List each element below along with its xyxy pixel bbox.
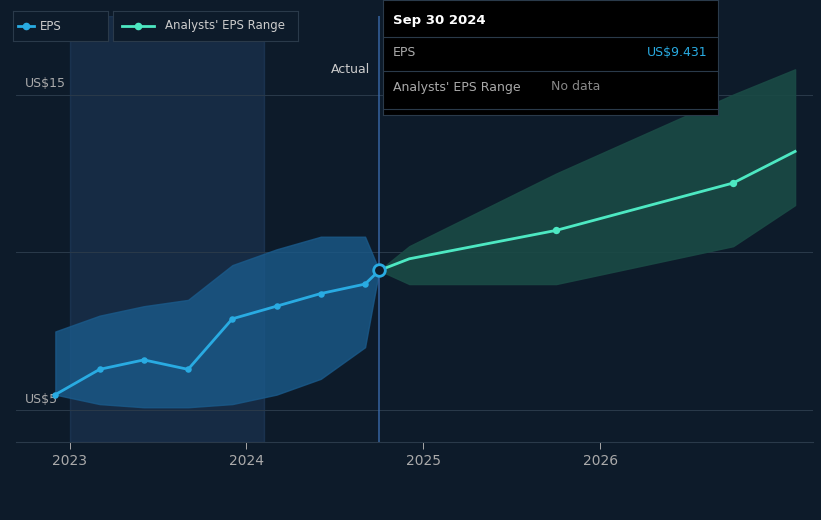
Text: US$15: US$15 bbox=[25, 77, 67, 90]
Text: EPS: EPS bbox=[393, 46, 416, 59]
Point bbox=[93, 365, 106, 373]
Point bbox=[48, 391, 62, 399]
Point bbox=[549, 226, 562, 235]
Point bbox=[270, 302, 283, 310]
Text: US$5: US$5 bbox=[25, 393, 58, 406]
Point bbox=[131, 22, 144, 30]
Point bbox=[137, 356, 150, 364]
Point bbox=[359, 280, 372, 288]
Bar bbox=[70, 16, 264, 442]
Text: Sep 30 2024: Sep 30 2024 bbox=[393, 14, 486, 27]
Text: EPS: EPS bbox=[39, 19, 62, 32]
Point bbox=[314, 290, 328, 298]
Point bbox=[226, 315, 239, 323]
Point bbox=[727, 179, 740, 187]
Point bbox=[19, 22, 32, 30]
Text: Analysts Forecasts: Analysts Forecasts bbox=[388, 63, 504, 76]
Text: US$9.431: US$9.431 bbox=[647, 46, 708, 59]
Text: Analysts' EPS Range: Analysts' EPS Range bbox=[393, 81, 521, 94]
Point bbox=[373, 266, 386, 275]
Point bbox=[181, 365, 195, 373]
Text: No data: No data bbox=[551, 81, 600, 94]
Text: Actual: Actual bbox=[331, 63, 370, 76]
Text: Analysts' EPS Range: Analysts' EPS Range bbox=[165, 19, 285, 32]
